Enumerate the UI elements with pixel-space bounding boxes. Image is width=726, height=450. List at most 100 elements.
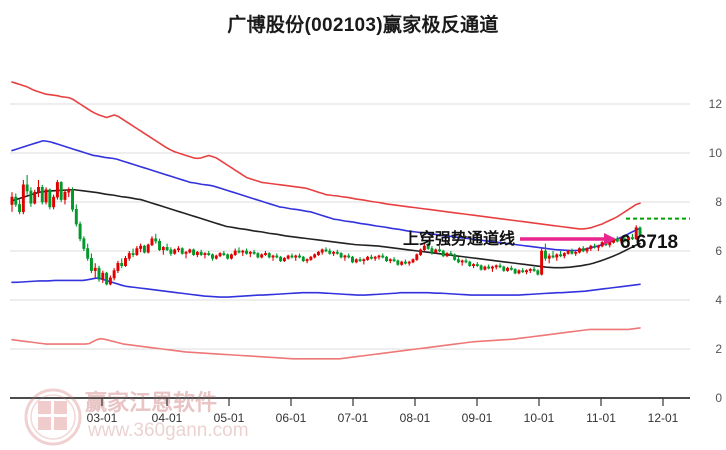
candlestick — [453, 253, 457, 261]
candlestick — [506, 266, 510, 272]
annotation-arrow-head — [604, 233, 616, 245]
y-axis-tick-label: 4 — [715, 293, 722, 307]
y-axis-tick-label: 2 — [715, 342, 722, 356]
candlestick — [407, 260, 411, 266]
candlestick — [441, 249, 445, 258]
annotation-group: 上穿强势通道线 6.6718 — [403, 229, 678, 253]
candlestick — [570, 248, 574, 255]
candlestick — [366, 255, 370, 261]
candlestick — [438, 246, 441, 253]
channel-band-line — [11, 139, 641, 252]
candlestick — [574, 251, 578, 256]
candlestick — [21, 179, 25, 215]
watermark-seal-char: 江 — [39, 401, 50, 415]
channel-bands — [11, 81, 641, 360]
candlestick — [627, 236, 631, 242]
candlestick — [89, 253, 93, 274]
candlestick — [158, 238, 162, 251]
candlestick — [566, 249, 570, 255]
candlestick — [305, 258, 309, 264]
candlestick — [464, 258, 468, 264]
candlestick — [33, 189, 37, 205]
x-axis-tick-label: 11-01 — [586, 411, 616, 425]
candlestick — [623, 236, 627, 243]
candlestick — [271, 254, 275, 261]
x-axis-labels: 03-01 04-01 05-01 06-01 07-01 08-01 09-01 10-01… — [87, 411, 679, 425]
candlestick — [426, 242, 430, 250]
x-axis-tick-label: 07-01 — [338, 411, 369, 425]
y-axis-labels: 12 10 8 6 4 2 0 — [709, 97, 723, 405]
candlestick — [40, 184, 44, 205]
candlestick — [422, 243, 426, 251]
candlestick — [222, 251, 226, 256]
candlestick — [150, 236, 154, 247]
candlestick — [180, 247, 184, 255]
candlestick — [267, 252, 271, 259]
candlestick — [25, 175, 29, 195]
candlestick — [120, 258, 124, 269]
candlestick — [600, 241, 604, 248]
candlestick — [596, 244, 600, 251]
y-axis-tick-label: 6 — [715, 244, 722, 258]
candlestick — [362, 258, 366, 265]
candlestick — [131, 248, 135, 258]
candlestick — [101, 270, 105, 283]
candlestick — [521, 268, 525, 274]
candlestick — [559, 251, 563, 258]
candlestick — [241, 249, 245, 256]
channel-band-line — [11, 277, 641, 298]
candlestick — [351, 255, 354, 264]
candlestick — [203, 252, 207, 259]
candlestick — [468, 260, 472, 267]
watermark-brand: 赢家江恩软件 — [85, 390, 217, 415]
candlestick — [396, 259, 400, 266]
candlestick — [445, 252, 449, 258]
x-axis-tick-label: 05-01 — [214, 411, 245, 425]
candlestick — [248, 251, 252, 258]
y-axis-tick-label: 8 — [715, 195, 722, 209]
x-axis-tick-label: 04-01 — [152, 411, 183, 425]
candlestick — [279, 255, 283, 263]
x-axis-tick-label: 12-01 — [648, 411, 679, 425]
candlestick — [55, 179, 59, 200]
candlestick — [301, 255, 305, 263]
x-axis-tick-label: 03-01 — [87, 411, 118, 425]
candlestick — [608, 241, 612, 248]
candlestick — [97, 265, 101, 282]
candlestick — [37, 179, 40, 198]
candlestick — [411, 258, 415, 264]
candlestick — [555, 253, 559, 261]
candlestick — [112, 268, 116, 281]
candlestick — [218, 252, 222, 258]
candlestick — [309, 255, 313, 261]
candlestick — [169, 247, 173, 256]
candlestick-series — [10, 175, 642, 286]
candlestick — [528, 268, 532, 274]
candlestick — [377, 254, 381, 260]
candlestick — [460, 259, 464, 266]
candlestick — [10, 192, 14, 212]
candlestick — [578, 247, 581, 254]
candlestick — [116, 260, 120, 274]
candlestick — [543, 243, 547, 261]
candlestick — [547, 253, 551, 264]
channel-band-line — [11, 327, 641, 360]
candlestick — [581, 246, 585, 253]
candlestick — [392, 257, 396, 263]
candlestick — [176, 246, 180, 253]
candlestick — [430, 246, 434, 255]
candlestick — [154, 233, 158, 244]
watermark-seal-char: 恩 — [39, 418, 50, 431]
candlestick — [71, 187, 74, 212]
candlestick — [139, 243, 143, 253]
candlestick — [498, 263, 502, 269]
candlestick — [290, 253, 294, 259]
candlestick — [358, 257, 362, 263]
y-axis-tick-label: 12 — [709, 97, 723, 111]
candlestick — [347, 253, 351, 259]
candlestick — [536, 269, 540, 276]
candlestick — [313, 253, 317, 259]
candlestick — [589, 244, 593, 251]
candlestick — [93, 263, 97, 278]
